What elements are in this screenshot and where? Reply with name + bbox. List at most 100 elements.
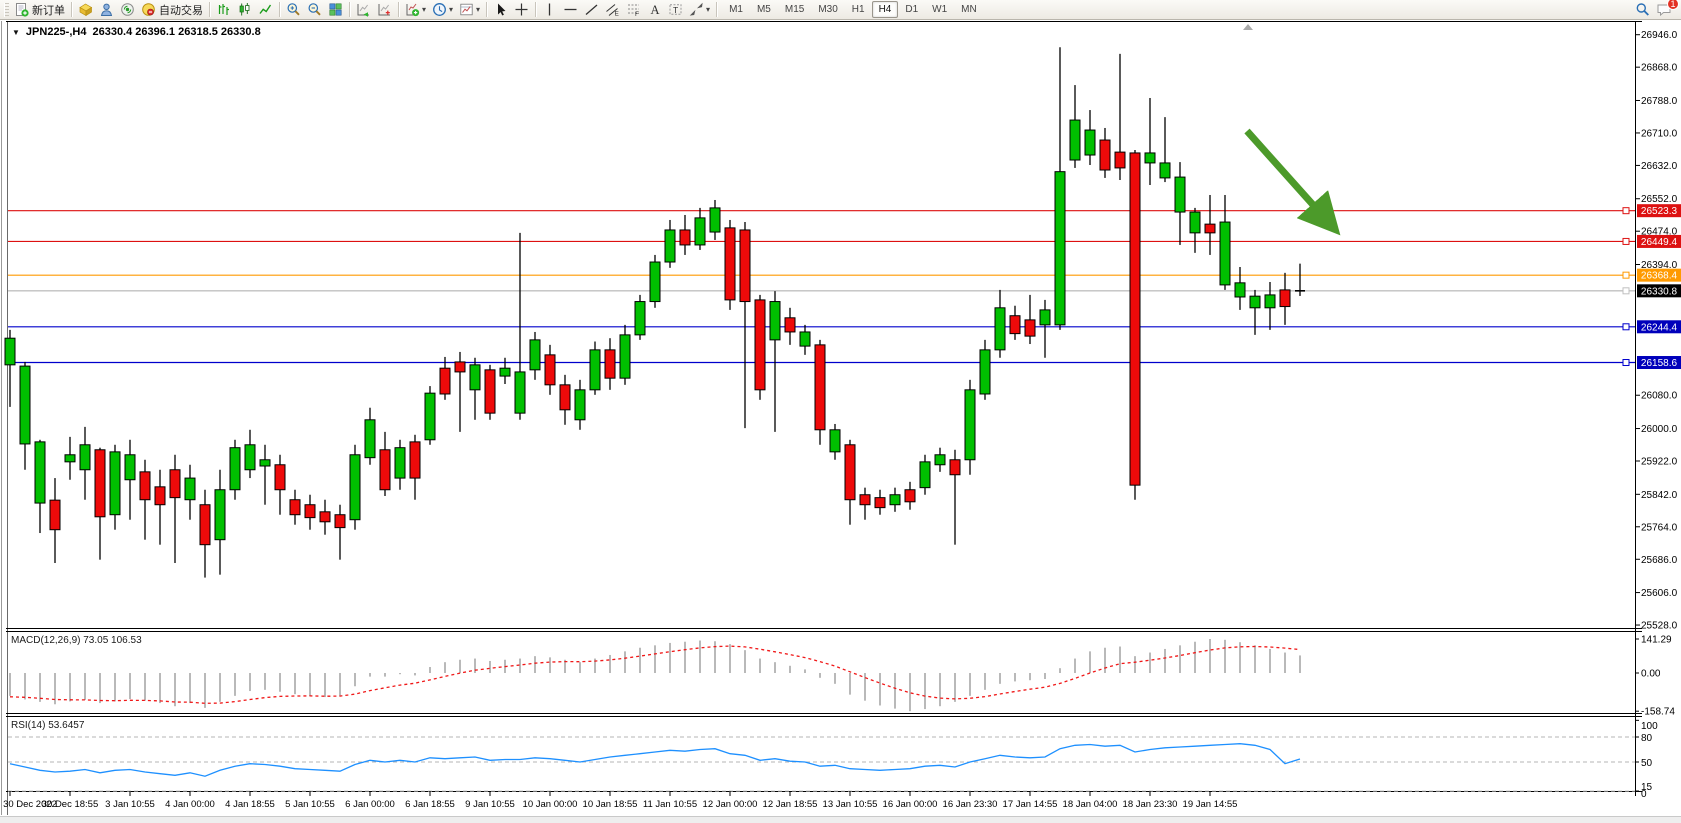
- toolbar-grip[interactable]: [4, 2, 9, 17]
- shapes-icon: [689, 2, 704, 17]
- profile-button[interactable]: [96, 1, 117, 19]
- svg-text:26474.0: 26474.0: [1641, 227, 1678, 238]
- chart-window-button[interactable]: [75, 1, 96, 19]
- ohlc-values: 26330.4 26396.1 26318.5 26330.8: [92, 26, 261, 38]
- chart-window-icon: [78, 2, 93, 17]
- toolbar-separator: [535, 2, 537, 17]
- horizontal-line-button[interactable]: [560, 1, 581, 19]
- templates-icon: [459, 2, 474, 17]
- svg-text:5 Jan 10:55: 5 Jan 10:55: [285, 799, 335, 810]
- line-chart-button[interactable]: [255, 1, 276, 19]
- svg-text:T: T: [673, 5, 678, 15]
- toolbar-separator: [279, 2, 280, 17]
- timeframe-mn[interactable]: MN: [961, 4, 977, 15]
- timeframe-m15[interactable]: M15: [784, 4, 805, 15]
- svg-text:26244.4: 26244.4: [1641, 322, 1678, 333]
- svg-text:26552.0: 26552.0: [1641, 194, 1678, 205]
- svg-text:10 Jan 00:00: 10 Jan 00:00: [523, 799, 578, 810]
- svg-text:18 Jan 04:00: 18 Jan 04:00: [1063, 799, 1118, 810]
- dropdown-arrow-icon[interactable]: ▾: [449, 5, 454, 14]
- trend-arrow-annotation[interactable]: [1244, 128, 1341, 236]
- timeframe-h4[interactable]: H4: [871, 1, 899, 18]
- crosshair-icon: [514, 2, 529, 17]
- rsi-indicator: [9, 743, 1301, 777]
- macd-pane-label: MACD(12,26,9) 73.05 106.53: [11, 635, 142, 646]
- svg-text:26394.0: 26394.0: [1641, 260, 1678, 271]
- svg-text:10 Jan 18:55: 10 Jan 18:55: [583, 799, 638, 810]
- market-watch-button[interactable]: [117, 1, 138, 19]
- timeframe-m30[interactable]: M30: [818, 4, 838, 15]
- zoom-out-icon: [307, 2, 322, 17]
- toolbar-separator: [398, 2, 399, 17]
- status-strip: [0, 816, 1681, 823]
- dropdown-arrow-icon[interactable]: ▾: [706, 5, 711, 14]
- dropdown-arrow-icon[interactable]: ▾: [422, 5, 427, 14]
- zoom-out-button[interactable]: [304, 1, 325, 19]
- search-icon: [1635, 2, 1650, 17]
- vertical-line-button[interactable]: [539, 1, 560, 19]
- vertical-line-icon: [542, 2, 557, 17]
- chart-area[interactable]: 26946.0 26868.0 26788.0 26710.0 26632.0 26552…: [0, 21, 1681, 815]
- new-order-button[interactable]: 新订单: [11, 1, 68, 19]
- candlesticks: [4, 47, 1305, 578]
- crosshair-button[interactable]: [511, 1, 532, 19]
- chart-shift-button[interactable]: [374, 1, 395, 19]
- fibonacci-button[interactable]: F: [623, 1, 644, 19]
- trendline-icon: [584, 2, 599, 17]
- chart-shift-marker[interactable]: [1243, 24, 1253, 30]
- svg-text:26788.0: 26788.0: [1641, 96, 1678, 107]
- toolbar-separator: [486, 2, 488, 17]
- candlestick-button[interactable]: [234, 1, 255, 19]
- svg-text:26000.0: 26000.0: [1641, 424, 1678, 435]
- svg-text:E: E: [615, 11, 620, 18]
- autotrade-icon: [141, 2, 156, 17]
- zoom-in-button[interactable]: [283, 1, 304, 19]
- line-chart-icon: [258, 2, 273, 17]
- bar-chart-button[interactable]: [213, 1, 234, 19]
- new-order-icon: [14, 2, 29, 17]
- fibonacci-icon: F: [626, 2, 641, 17]
- svg-text:100: 100: [1641, 721, 1658, 732]
- auto-scroll-button[interactable]: [353, 1, 374, 19]
- notifications-button[interactable]: 1: [1653, 0, 1679, 19]
- svg-text:26632.0: 26632.0: [1641, 161, 1678, 172]
- toolbar-separator: [71, 2, 72, 17]
- timeframe-toolbar: M1 M5 M15 M30 H1 H4 D1 W1 MN: [722, 1, 984, 18]
- svg-text:26868.0: 26868.0: [1641, 63, 1678, 74]
- price-chart-canvas[interactable]: 26946.0 26868.0 26788.0 26710.0 26632.0 26552…: [0, 21, 1681, 815]
- timeframe-d1[interactable]: D1: [905, 4, 919, 15]
- channel-button[interactable]: E: [602, 1, 623, 19]
- cursor-icon: [493, 2, 508, 17]
- periods-button[interactable]: ▾: [429, 1, 456, 19]
- svg-text:25528.0: 25528.0: [1641, 621, 1678, 632]
- timeframe-m5[interactable]: M5: [756, 4, 771, 15]
- text-button[interactable]: A: [644, 1, 665, 19]
- tile-windows-button[interactable]: [325, 1, 346, 19]
- svg-text:4 Jan 00:00: 4 Jan 00:00: [165, 799, 215, 810]
- shapes-button[interactable]: ▾: [686, 1, 713, 19]
- indicators-button[interactable]: ▾: [402, 1, 429, 19]
- search-button[interactable]: [1632, 1, 1653, 19]
- svg-text:4 Jan 18:55: 4 Jan 18:55: [225, 799, 275, 810]
- cursor-button[interactable]: [490, 1, 511, 19]
- svg-text:25764.0: 25764.0: [1641, 522, 1678, 533]
- timeframe-h1[interactable]: H1: [851, 4, 865, 15]
- svg-text:A: A: [651, 3, 660, 17]
- symbol-dropdown-icon[interactable]: ▼: [12, 27, 20, 37]
- macd-indicator: [9, 639, 1301, 712]
- svg-text:19 Jan 14:55: 19 Jan 14:55: [1183, 799, 1238, 810]
- svg-text:26330.8: 26330.8: [1641, 286, 1678, 297]
- timeframe-w1[interactable]: W1: [932, 4, 948, 15]
- text-label-button[interactable]: T: [665, 1, 686, 19]
- trendline-button[interactable]: [581, 1, 602, 19]
- periods-icon: [432, 2, 447, 17]
- svg-text:11 Jan 10:55: 11 Jan 10:55: [643, 799, 697, 810]
- svg-text:26710.0: 26710.0: [1641, 128, 1678, 139]
- horizontal-line-icon: [563, 2, 578, 17]
- autotrade-button[interactable]: 自动交易: [138, 1, 206, 19]
- timeframe-m1[interactable]: M1: [729, 4, 743, 15]
- dropdown-arrow-icon[interactable]: ▾: [476, 5, 481, 14]
- svg-text:26523.3: 26523.3: [1641, 206, 1678, 217]
- templates-button[interactable]: ▾: [456, 1, 483, 19]
